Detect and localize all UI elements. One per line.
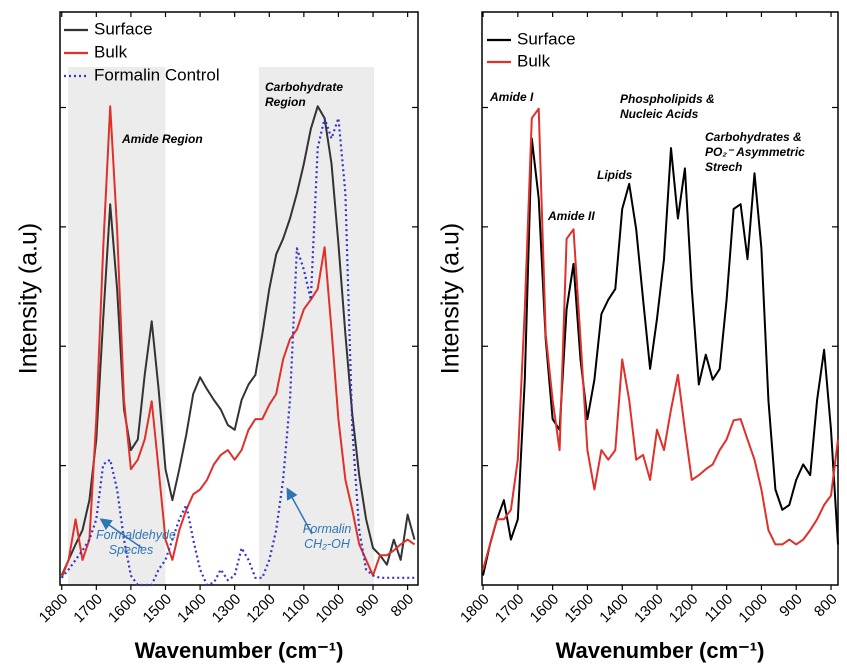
x-tick-label: 1100	[279, 591, 314, 626]
region-label: Carbohydrate Region	[265, 80, 344, 109]
plot-frame	[59, 11, 419, 586]
region-label: Amide Region	[122, 132, 203, 146]
x-tick-label: 1000	[735, 591, 771, 627]
annotation: Lipids	[597, 168, 633, 182]
annotation: Carbohydrates & PO₂⁻ Asymmetric Strech	[705, 130, 805, 174]
x-tick-label: 900	[353, 591, 383, 621]
x-tick-label: 1800	[36, 591, 72, 627]
x-tick-label: 1200	[666, 591, 702, 627]
x-axis-label: Wavenumber (cm⁻¹)	[135, 638, 344, 663]
x-tick-label: 800	[811, 591, 841, 621]
x-tick-label: 1600	[105, 591, 141, 627]
annotation: Phospholipids & Nucleic Acids	[620, 92, 715, 121]
region	[258, 67, 375, 585]
x-tick-label: 1400	[596, 591, 632, 627]
series-line	[482, 137, 839, 576]
x-tick-label: 1200	[243, 591, 279, 627]
x-tick-label: 800	[388, 591, 418, 621]
region	[67, 67, 166, 585]
x-tick-label: 1700	[492, 591, 528, 627]
series-line	[60, 117, 415, 587]
x-axis-label: Wavenumber (cm⁻¹)	[556, 638, 765, 663]
annotation: Amide II	[548, 209, 595, 223]
y-axis-label: Intensity (a.u)	[437, 223, 465, 374]
x-tick-label: 1800	[457, 591, 493, 627]
legend-label: Bulk	[94, 42, 128, 61]
legend-label: Formalin Control	[94, 65, 220, 84]
annotation: Formalin CH₂-OH	[302, 522, 352, 551]
x-tick-label: 1700	[70, 591, 106, 627]
y-axis-label: Intensity (a.u)	[15, 223, 43, 374]
series-line	[60, 105, 416, 579]
x-tick-label: 1500	[561, 591, 597, 627]
x-tick-label: 1400	[174, 591, 210, 627]
legend-label: Surface	[517, 29, 576, 48]
x-tick-label: 1300	[209, 591, 245, 627]
x-tick-label: 1000	[312, 591, 348, 627]
x-tick-label: 1600	[527, 591, 563, 627]
legend-label: Bulk	[517, 51, 551, 70]
x-tick-label: 1500	[140, 591, 176, 627]
annotation: Formaldehyde Species	[96, 528, 176, 557]
arrow	[286, 487, 313, 535]
series-line	[60, 105, 416, 576]
plot-frame	[481, 11, 839, 586]
x-tick-label: 1100	[701, 591, 736, 626]
series-line	[482, 107, 839, 570]
legend-label: Surface	[94, 19, 153, 38]
x-tick-label: 1300	[631, 591, 667, 627]
arrow	[99, 518, 143, 549]
x-tick-label: 900	[776, 591, 806, 621]
annotation: Amide I	[490, 90, 534, 104]
